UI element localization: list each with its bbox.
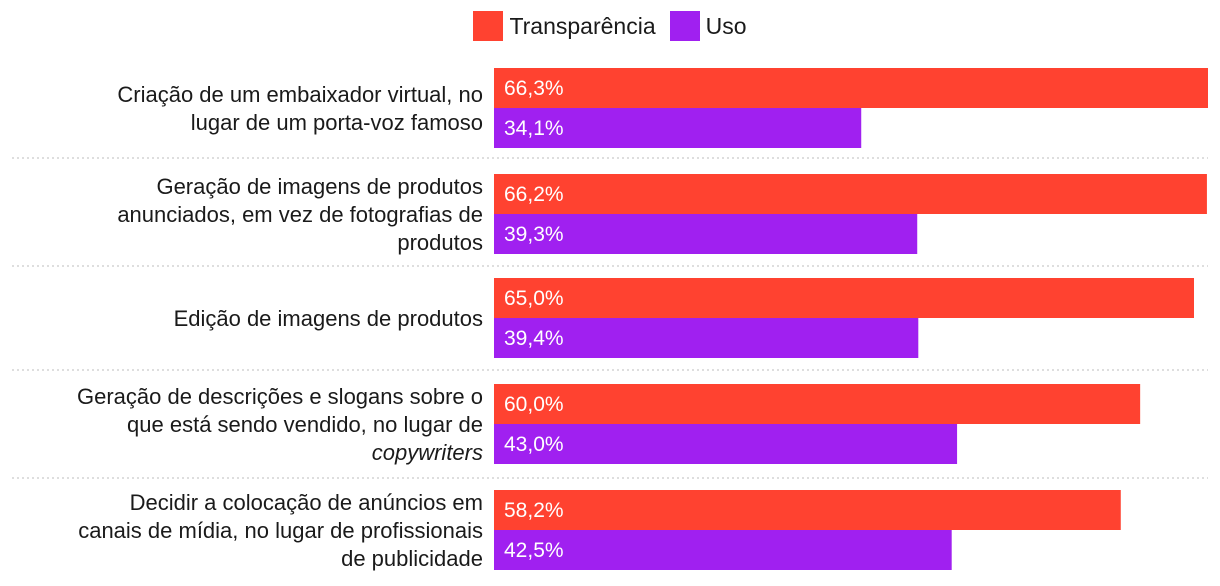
bar-uso-2[interactable]	[494, 318, 919, 358]
legend-label-uso: Uso	[705, 13, 747, 39]
legend-item-transparencia[interactable]: Transparência	[473, 11, 656, 41]
value-label-transparencia-2: 65,0%	[504, 287, 564, 310]
category-label-0: Criação de um embaixador virtual, no luga…	[117, 82, 483, 135]
value-label-transparencia-1: 66,2%	[504, 183, 564, 206]
value-label-uso-2: 39,4%	[504, 327, 564, 350]
legend-item-uso[interactable]: Uso	[669, 11, 747, 41]
legend-label-transparencia: Transparência	[509, 13, 656, 39]
bar-uso-3[interactable]	[494, 424, 958, 464]
value-label-transparencia-0: 66,3%	[504, 77, 564, 100]
legend-swatch-transparencia	[473, 11, 504, 41]
bar-transparencia-3[interactable]	[494, 384, 1141, 424]
bar-uso-0[interactable]	[494, 108, 862, 148]
value-label-transparencia-4: 58,2%	[504, 499, 564, 522]
bar-transparencia-2[interactable]	[494, 278, 1194, 318]
value-label-uso-1: 39,3%	[504, 223, 564, 246]
value-label-uso-3: 43,0%	[504, 433, 564, 456]
bar-uso-4[interactable]	[494, 530, 952, 570]
value-label-uso-4: 42,5%	[504, 539, 564, 562]
value-label-transparencia-3: 60,0%	[504, 393, 564, 416]
category-label-4: Decidir a colocação de anúncios em canais…	[78, 490, 483, 571]
bar-transparencia-0[interactable]	[494, 68, 1208, 108]
category-label-2: Edição de imagens de produtos	[174, 306, 483, 331]
bar-uso-1[interactable]	[494, 214, 918, 254]
legend: Transparência Uso	[0, 11, 1220, 41]
category-label-1: Geração de imagens de produtos anunciados…	[117, 174, 483, 255]
legend-swatch-uso	[669, 11, 700, 41]
value-label-uso-0: 34,1%	[504, 117, 564, 140]
bar-transparencia-4[interactable]	[494, 490, 1121, 530]
bar-transparencia-1[interactable]	[494, 174, 1207, 214]
